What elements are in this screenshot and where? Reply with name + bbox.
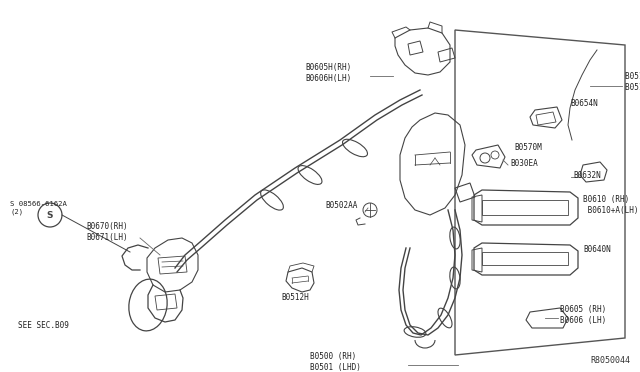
Text: SEE SEC.B09: SEE SEC.B09: [18, 321, 69, 330]
Text: B0605H(RH)
B0606H(LH): B0605H(RH) B0606H(LH): [305, 63, 351, 83]
Text: B0500 (RH)
B0501 (LHD): B0500 (RH) B0501 (LHD): [310, 352, 361, 372]
Text: B0632N: B0632N: [573, 170, 601, 180]
Text: S: S: [47, 211, 53, 219]
Text: R8050044: R8050044: [590, 356, 630, 365]
Text: B0514 (RH)
B0515 (LH): B0514 (RH) B0515 (LH): [625, 72, 640, 92]
Text: B0640N: B0640N: [583, 246, 611, 254]
Text: B0512H: B0512H: [281, 294, 309, 302]
Text: B0610 (RH)
 B0610+A(LH): B0610 (RH) B0610+A(LH): [583, 195, 639, 215]
Text: B0670(RH)
B0671(LH): B0670(RH) B0671(LH): [86, 222, 127, 242]
Text: B0654N: B0654N: [570, 99, 598, 108]
Text: B0570M: B0570M: [514, 144, 541, 153]
Text: B0605 (RH)
B0606 (LH): B0605 (RH) B0606 (LH): [560, 305, 606, 325]
Text: B030EA: B030EA: [510, 158, 538, 167]
Text: B0502AA: B0502AA: [325, 201, 357, 209]
Text: S 08566-6162A
(2): S 08566-6162A (2): [10, 201, 67, 215]
